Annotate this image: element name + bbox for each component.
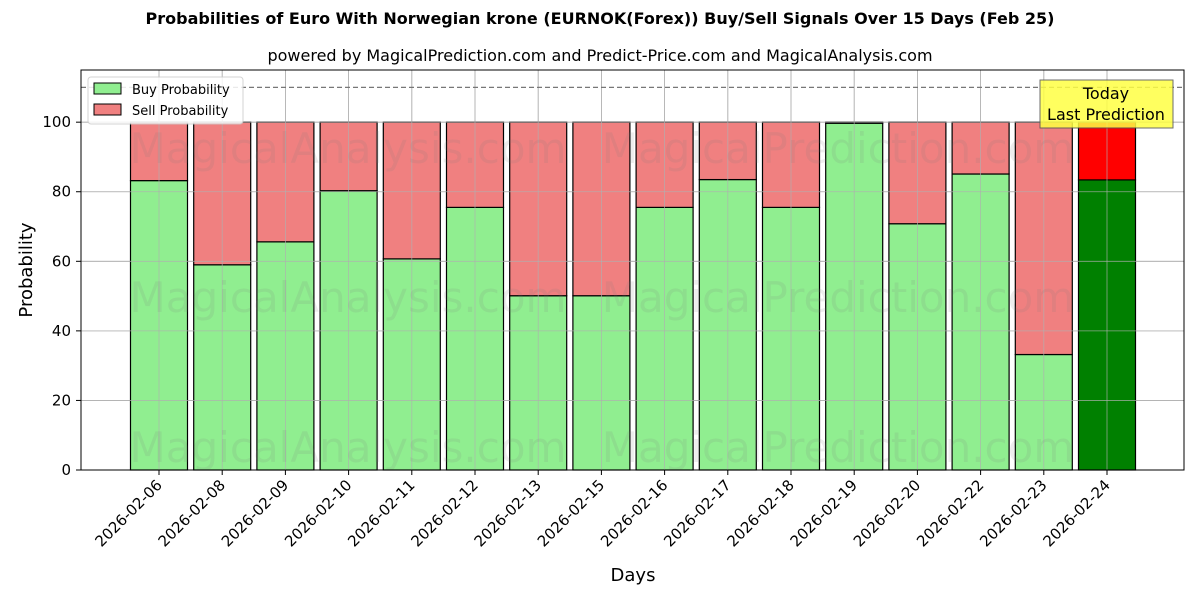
x-tick-label: 2026-02-20 — [850, 476, 924, 550]
x-tick-label: 2026-02-15 — [534, 476, 608, 550]
x-tick-label: 2026-02-17 — [660, 476, 734, 550]
legend-label-buy: Buy Probability — [132, 83, 230, 98]
chart-title: Probabilities of Euro With Norwegian kro… — [145, 9, 1055, 28]
x-tick-label: 2026-02-19 — [787, 476, 861, 550]
x-tick-label: 2026-02-12 — [407, 476, 481, 550]
y-tick-label: 40 — [52, 322, 71, 340]
plot-frame — [80, 69, 1185, 471]
x-tick-label: 2026-02-24 — [1039, 476, 1113, 550]
watermark-text: MagicalPrediction.com — [602, 273, 1075, 322]
watermark-text: MagicalAnalysis.com — [130, 124, 567, 173]
today-annotation-line1: Today — [1082, 84, 1129, 103]
y-tick-label: 0 — [61, 461, 71, 479]
x-axis-label: Days — [611, 565, 656, 586]
y-tick-label: 20 — [52, 391, 71, 409]
x-tick-label: 2026-02-23 — [976, 476, 1050, 550]
legend-swatch-buy — [93, 82, 122, 95]
watermark-text: MagicalAnalysis.com — [130, 273, 567, 322]
x-tick-label: 2026-02-18 — [723, 476, 797, 550]
y-axis-label: Probability — [16, 222, 37, 317]
legend-box — [87, 76, 244, 125]
y-tick-label: 60 — [52, 252, 71, 270]
x-tick-label: 2026-02-10 — [281, 476, 355, 550]
legend-swatch-sell — [93, 103, 122, 116]
x-tick-label: 2026-02-09 — [218, 476, 292, 550]
x-tick-label: 2026-02-16 — [597, 476, 671, 550]
x-tick-label: 2026-02-06 — [91, 476, 165, 550]
watermark-text: MagicalAnalysis.com — [130, 423, 567, 472]
x-tick-label: 2026-02-08 — [155, 476, 229, 550]
watermark-text: MagicalPrediction.com — [602, 124, 1075, 173]
today-annotation-line2: Last Prediction — [1047, 105, 1165, 124]
legend-label-sell: Sell Probability — [132, 104, 229, 119]
y-tick-label: 80 — [52, 183, 71, 201]
x-tick-label: 2026-02-11 — [344, 476, 418, 550]
x-tick-label: 2026-02-22 — [913, 476, 987, 550]
today-annotation-box — [1039, 79, 1174, 129]
watermark-text: MagicalPrediction.com — [602, 423, 1075, 472]
y-tick-label: 100 — [42, 113, 71, 131]
x-tick-label: 2026-02-13 — [471, 476, 545, 550]
chart-subtitle: powered by MagicalPrediction.com and Pre… — [267, 46, 933, 65]
